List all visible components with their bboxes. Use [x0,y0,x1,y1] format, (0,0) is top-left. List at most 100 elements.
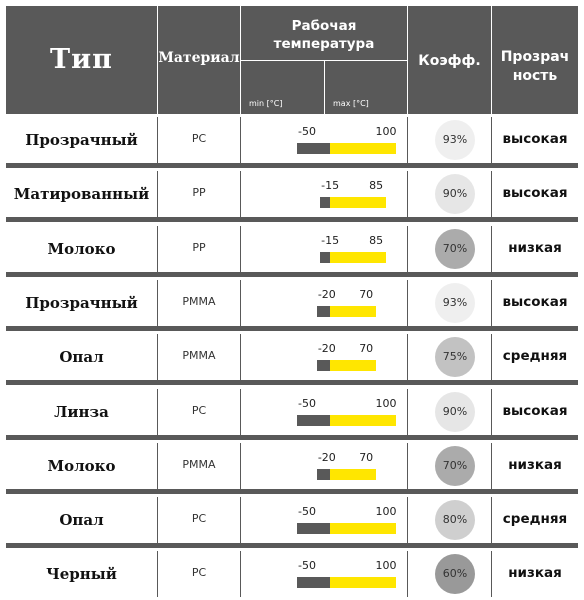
min-temp-label: -20 [317,287,336,301]
material-text: PP [192,240,206,254]
max-temp-label: 70 [359,287,374,301]
type-cell: Матированный [6,171,158,218]
min-temp-bar [297,414,330,426]
header-temp-max-label: max [°C] [333,99,369,108]
coef-cell: 70% [408,225,492,272]
coef-cell: 90% [408,171,492,218]
coef-text: 93% [442,295,468,309]
max-temp-bar [330,414,396,426]
temperature-cell: -50 100 [241,117,408,163]
header-temperature-cell: Рабочая температура min [°C] max [°C] [241,6,408,115]
max-temp-bar [330,197,387,209]
type-cell: Прозрачный [6,279,158,326]
min-temp-label: -50 [298,559,316,573]
coef-circle: 93% [435,282,475,323]
min-temp-bar [297,523,330,535]
type-cell: Молоко [6,225,158,272]
type-text: Матированный [13,185,150,204]
type-cell: Молоко [6,442,158,489]
table-row: Линза PC -50 100 90% высокая [6,388,578,440]
transparency-cell: высокая [492,389,578,435]
material-cell: PC [158,497,241,544]
coef-circle: 60% [435,554,475,595]
header-material-label: Материал [158,50,240,66]
header-coef-label: Коэфф. [418,53,481,69]
max-temp-bar [330,143,396,154]
coef-text: 60% [442,567,468,581]
material-text: PC [191,566,207,580]
max-temp-label: 70 [359,342,374,356]
type-cell: Черный [6,551,158,598]
header-temperature-divider [324,61,325,115]
material-text: PMMA [182,457,216,471]
coef-cell: 80% [408,497,492,544]
transparency-text: высокая [502,402,568,419]
min-temp-bar [297,143,330,154]
material-text: PMMA [182,294,216,308]
transparency-text: высокая [502,185,568,202]
temperature-cell: -20 70 [241,442,408,489]
min-temp-bar [316,468,330,480]
transparency-cell: низкая [492,226,578,272]
material-cell: PC [158,551,241,598]
temperature-cell: -50 100 [241,551,408,598]
table-row: Прозрачный PC -50 100 93% высокая [6,117,578,168]
header-transparency-cell: Прозрачность [492,6,578,114]
header-type-cell: Тип [6,6,158,114]
max-temp-label: 100 [375,559,397,573]
max-temp-bar [330,305,377,317]
transparency-cell: низкая [492,551,578,597]
coef-text: 90% [442,404,468,418]
type-text: Прозрачный [25,131,138,149]
table-row: Молоко PP -15 85 70% низкая [6,225,578,277]
coef-text: 93% [442,133,468,146]
table-row: Опал PMMA -20 70 75% средняя [6,334,578,386]
max-temp-label: 70 [359,450,374,464]
coef-circle: 90% [435,174,475,215]
coef-circle: 80% [435,500,475,541]
max-temp-bar [330,577,396,589]
type-text: Опал [59,511,104,530]
type-cell: Линза [6,388,158,435]
table-row: Черный PC -50 100 60% низкая [6,551,578,598]
coef-cell: 93% [408,279,492,326]
table-row: Опал PC -50 100 80% средняя [6,497,578,549]
transparency-cell: низкая [492,443,578,489]
type-text: Молоко [47,239,116,258]
material-cell: PMMA [158,279,241,326]
min-temp-bar [316,305,330,317]
header-transparency-text: Прозрачность [500,49,570,84]
coef-text: 70% [442,458,468,472]
material-cell: PP [158,225,241,272]
transparency-text: низкая [508,456,562,473]
max-temp-bar [330,360,377,372]
material-cell: PC [158,117,241,163]
coef-circle: 70% [435,445,475,486]
coef-cell: 70% [408,442,492,489]
min-temp-label: -20 [317,450,336,464]
transparency-text: низкая [508,565,562,582]
coef-circle: 93% [435,120,475,160]
coef-circle: 70% [435,228,475,269]
transparency-cell: высокая [492,280,578,326]
header-temperature-subheader: min [°C] max [°C] [241,60,407,115]
header-temp-min-label: min [°C] [249,99,283,108]
type-text: Черный [46,565,117,584]
material-text: PC [191,403,207,417]
coef-text: 80% [442,513,468,527]
temperature-cell: -20 70 [241,334,408,381]
min-temp-bar [297,577,330,589]
min-temp-label: -15 [321,233,340,247]
max-temp-label: 100 [375,505,397,519]
table-header: Тип Материал Рабочая температура min [°C… [6,6,578,115]
type-text: Линза [54,402,109,421]
type-cell: Опал [6,497,158,544]
min-temp-label: -50 [298,505,316,519]
coef-circle: 75% [435,337,475,378]
coef-cell: 93% [408,117,492,163]
transparency-text: средняя [502,511,568,528]
coef-text: 70% [442,241,468,255]
material-cell: PMMA [158,442,241,489]
max-temp-bar [330,468,377,480]
temperature-cell: -50 100 [241,497,408,544]
